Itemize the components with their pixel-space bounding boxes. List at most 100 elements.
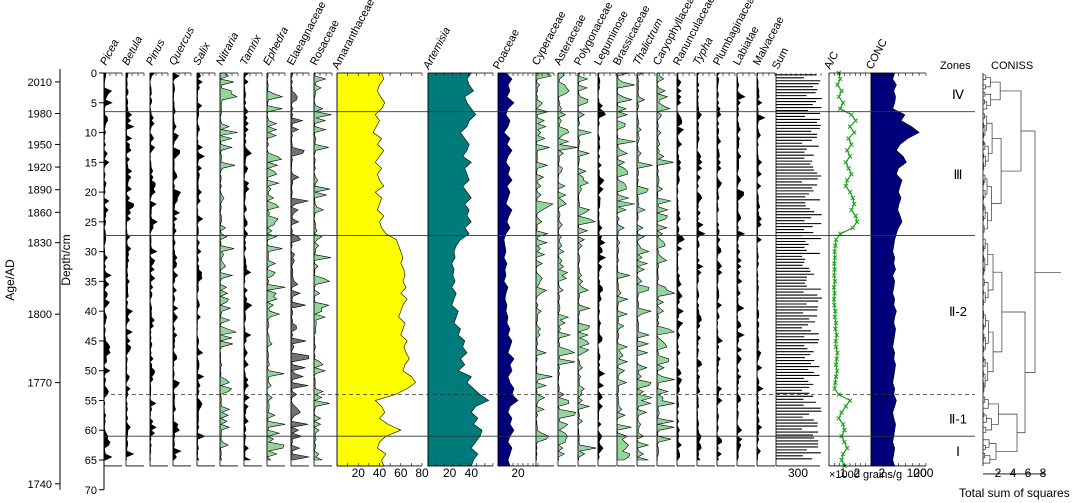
point-ac-42 (833, 320, 839, 326)
depth-tick-label-1: 5 (91, 98, 97, 110)
coniss-branch (983, 225, 985, 233)
depth-tick-label-7: 35 (85, 276, 97, 288)
tick-label-conc-1: 100 (907, 466, 927, 480)
age-tick-label-3: 1920 (28, 162, 52, 174)
point-ac-23 (849, 207, 854, 213)
point-ac-62 (842, 439, 847, 445)
point-ac-59 (840, 421, 846, 427)
point-ac-11 (846, 136, 851, 141)
panel-caryophyllaceae: Caryophyllaceae (651, 0, 700, 467)
age-tick-label-4: 1890 (28, 185, 52, 197)
depth-axis-title: Depth/cm (59, 234, 73, 285)
age-tick-label-6: 1830 (28, 238, 52, 250)
area-conc (870, 72, 920, 467)
point-ac-46 (833, 344, 839, 350)
coniss-branch (983, 140, 985, 146)
point-ac-17 (849, 171, 854, 177)
age-tick-label-1: 1980 (28, 108, 52, 120)
point-ac-38 (831, 296, 837, 302)
curve-typha (696, 72, 706, 461)
curve-labiatae (736, 72, 746, 461)
point-ac-28 (833, 237, 839, 243)
point-ac-6 (837, 106, 843, 112)
coniss-branch (983, 74, 987, 81)
label-artemisia: Artemisia (421, 25, 454, 72)
coniss-branch (983, 174, 986, 183)
age-tick-label-2: 1950 (28, 139, 52, 151)
point-ac-29 (832, 243, 838, 249)
curve-polygonaceae (577, 72, 597, 461)
depth-tick-label-5: 25 (85, 217, 97, 229)
tick-label-amaranthaceae-3: 80 (415, 466, 429, 480)
curve-rosaceae (313, 72, 332, 461)
point-ac-49 (833, 362, 839, 368)
label-conc: CONC (864, 37, 890, 71)
curve-plumbaginaceae (716, 72, 723, 461)
point-ac-53 (832, 386, 837, 391)
tick-label-conc-0: 2 (879, 466, 886, 480)
label-salix: Salix (191, 40, 213, 67)
coniss-branch (983, 412, 985, 418)
tick-label-amaranthaceae-1: 40 (373, 466, 387, 480)
zone-label-0: Ⅳ (952, 87, 964, 102)
point-ac-7 (849, 112, 854, 118)
point-ac-36 (831, 284, 837, 290)
coniss-branch (987, 186, 992, 222)
point-ac-54 (836, 392, 842, 397)
coniss-branch (984, 243, 989, 266)
coniss-branch (983, 162, 985, 170)
coniss-title: CONISS (991, 60, 1033, 72)
coniss-branch (983, 382, 985, 392)
point-ac-16 (846, 165, 851, 171)
tick-label-artemisia-1: 40 (465, 466, 479, 480)
point-ac-15 (843, 159, 849, 165)
point-ac-14 (847, 154, 853, 159)
point-ac-44 (834, 332, 840, 338)
point-ac-57 (839, 410, 844, 415)
coniss-branch (983, 258, 986, 272)
point-ac-18 (844, 177, 850, 183)
coniss-branch (983, 439, 990, 448)
coniss-branch (983, 455, 991, 464)
panel-ephedra: Ephedra (261, 25, 291, 467)
depth-tick-label-13: 65 (85, 455, 97, 467)
depth-tick-label-9: 45 (85, 336, 97, 348)
point-ac-5 (840, 100, 846, 106)
point-ac-43 (832, 326, 838, 332)
depth-tick-label-10: 50 (85, 366, 97, 378)
depth-tick-label-4: 20 (85, 187, 97, 199)
depth-tick-label-8: 40 (85, 306, 97, 318)
point-ac-24 (853, 213, 858, 219)
point-ac-31 (832, 255, 838, 260)
point-ac-48 (834, 356, 840, 362)
point-ac-34 (831, 273, 837, 278)
point-ac-25 (854, 219, 860, 225)
panel-pinus: Pinus (144, 37, 169, 467)
curve-nitraria (219, 72, 238, 461)
panel-typha: Typha (691, 35, 716, 467)
age-tick-label-5: 1860 (28, 207, 52, 219)
coniss-branch (983, 299, 984, 306)
zone-label-3: Ⅱ-1 (949, 411, 967, 426)
panel-leguminose: Leguminose (592, 9, 631, 467)
point-ac-27 (837, 231, 843, 237)
depth-axis: 0 5 10 15 20 25 30 35 40 45 50 55 60 65 70 Depth/cm (59, 68, 105, 497)
panel-salix: Salix (191, 40, 216, 467)
zones-column: Zones Ⅳ Ⅲ Ⅱ-2 Ⅱ-1 Ⅰ (940, 60, 971, 459)
coniss-branch (986, 122, 993, 155)
coniss-join-lower-b (1001, 311, 1026, 434)
point-ac-47 (835, 350, 840, 356)
point-ac-51 (833, 374, 839, 379)
curve-picea (103, 72, 113, 461)
depth-tick-label-0: 0 (91, 68, 97, 80)
point-ac-41 (832, 314, 838, 320)
panel-elaeagnaceae: Elaeagnaceae (285, 0, 329, 467)
panel-cyperaceae: Cyperaceae (530, 9, 569, 467)
zone-label-2: Ⅱ-2 (949, 304, 967, 319)
label-poaceae: Poaceae (491, 27, 522, 71)
point-ac-3 (839, 88, 844, 94)
coniss-branch (988, 403, 999, 425)
panel-ac: 1 2 A/C (822, 50, 872, 480)
